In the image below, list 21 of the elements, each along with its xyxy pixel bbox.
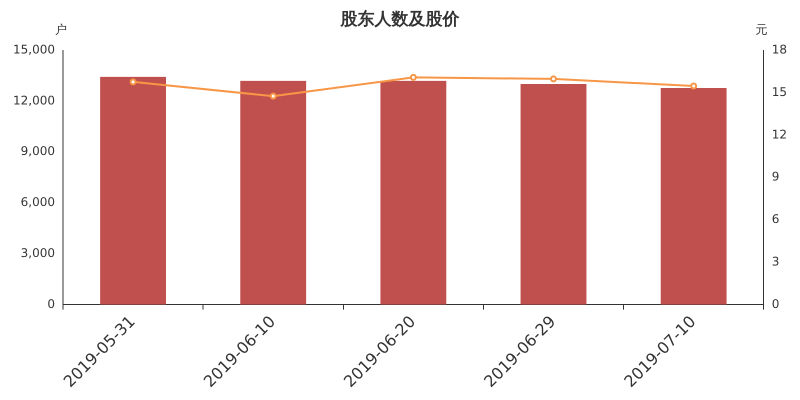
y-tick-label: 15,000 (12, 42, 55, 57)
y2-tick-label: 9 (772, 170, 780, 184)
y2-tick-label: 3 (772, 254, 780, 268)
y2-tick-label: 12 (772, 127, 788, 142)
point (130, 78, 137, 86)
y-axis-title: 户 (54, 22, 67, 37)
y2-tick-label: 6 (772, 212, 780, 226)
point (690, 82, 698, 90)
y2-tick-label: 0 (772, 296, 780, 311)
y-tick-label: 12,000 (12, 93, 55, 108)
point (270, 92, 277, 100)
chart-title: 股东人数及股价 (340, 10, 460, 30)
y2-tick-label: 15 (772, 84, 788, 99)
y2-axis-title: 元 (756, 22, 768, 37)
y-tick-label: 6,000 (20, 195, 55, 210)
point (550, 75, 558, 82)
y-tick-label: 0 (47, 296, 55, 311)
y-tick-label: 9,000 (20, 144, 55, 158)
point (410, 74, 417, 81)
y-tick-label: 3,000 (20, 246, 55, 260)
y2-tick-label: 18 (772, 42, 788, 57)
